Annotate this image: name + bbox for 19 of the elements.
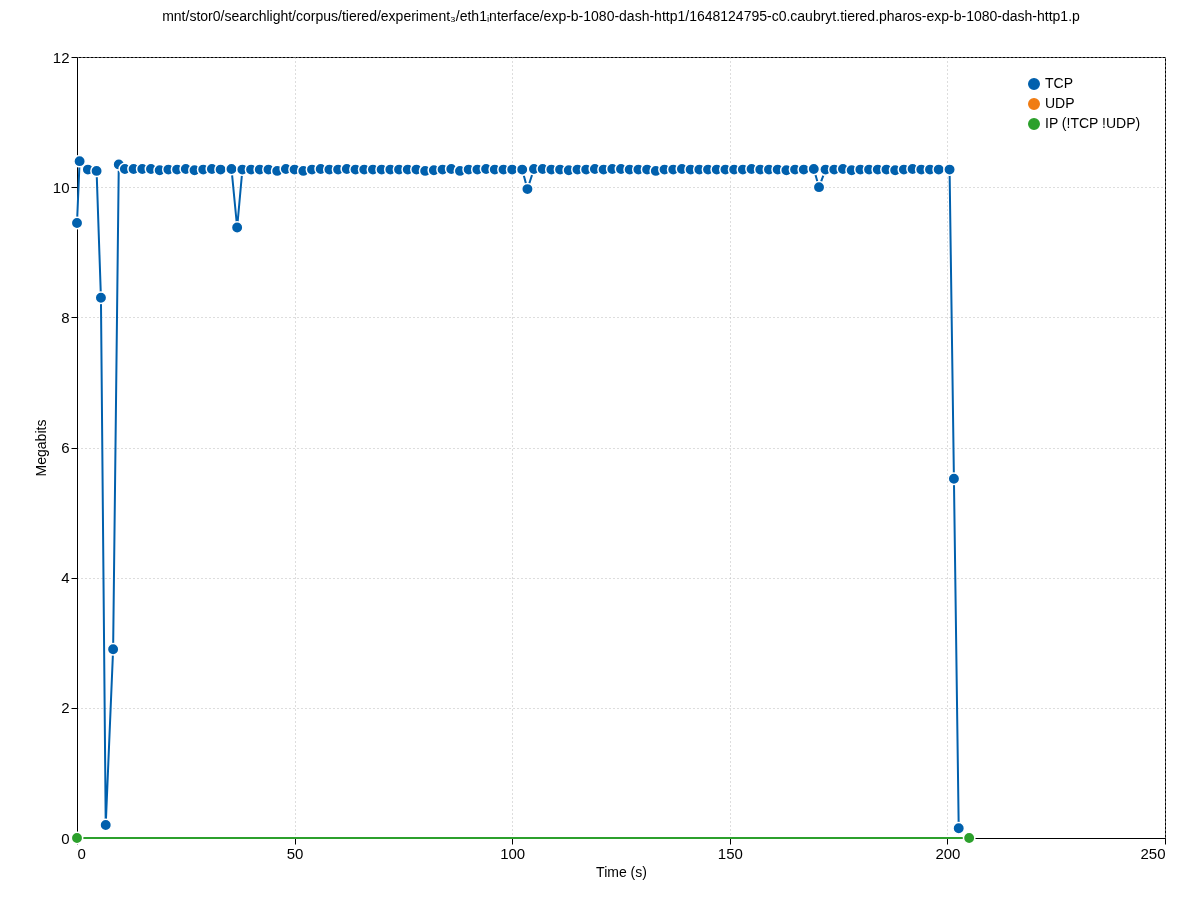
legend-label: TCP — [1045, 75, 1073, 91]
x-tick-label: 150 — [717, 844, 743, 862]
legend-label: UDP — [1045, 95, 1075, 111]
y-tick-label: 2 — [61, 699, 70, 717]
x-tick-label: 0 — [77, 844, 86, 862]
y-axis-title: Megabits — [32, 419, 49, 477]
y-tick-label: 0 — [61, 829, 70, 847]
y-tick-label: 6 — [61, 439, 70, 456]
y-tick-label: 12 — [52, 48, 70, 66]
y-tick-label: 8 — [61, 308, 70, 326]
x-tick-label: 200 — [935, 844, 961, 862]
chart-title: mnt/stor0/searchlight/corpus/tiered/experiment₃/eth1ᵢnterface/exp-b-1080-dash-http1/1648124795-c0.caubryt.tiered.pharos-exp-b-1080-dash-http1.p — [162, 8, 1081, 24]
legend-label: IP (!TCP !UDP) — [1045, 115, 1141, 131]
x-tick-label: 50 — [286, 844, 304, 862]
y-tick-label: 10 — [52, 178, 70, 196]
x-axis-title: Time (s) — [596, 863, 647, 880]
x-tick-label: 250 — [1140, 844, 1166, 862]
x-tick-label: 100 — [500, 844, 526, 862]
y-tick-label: 4 — [61, 569, 70, 587]
